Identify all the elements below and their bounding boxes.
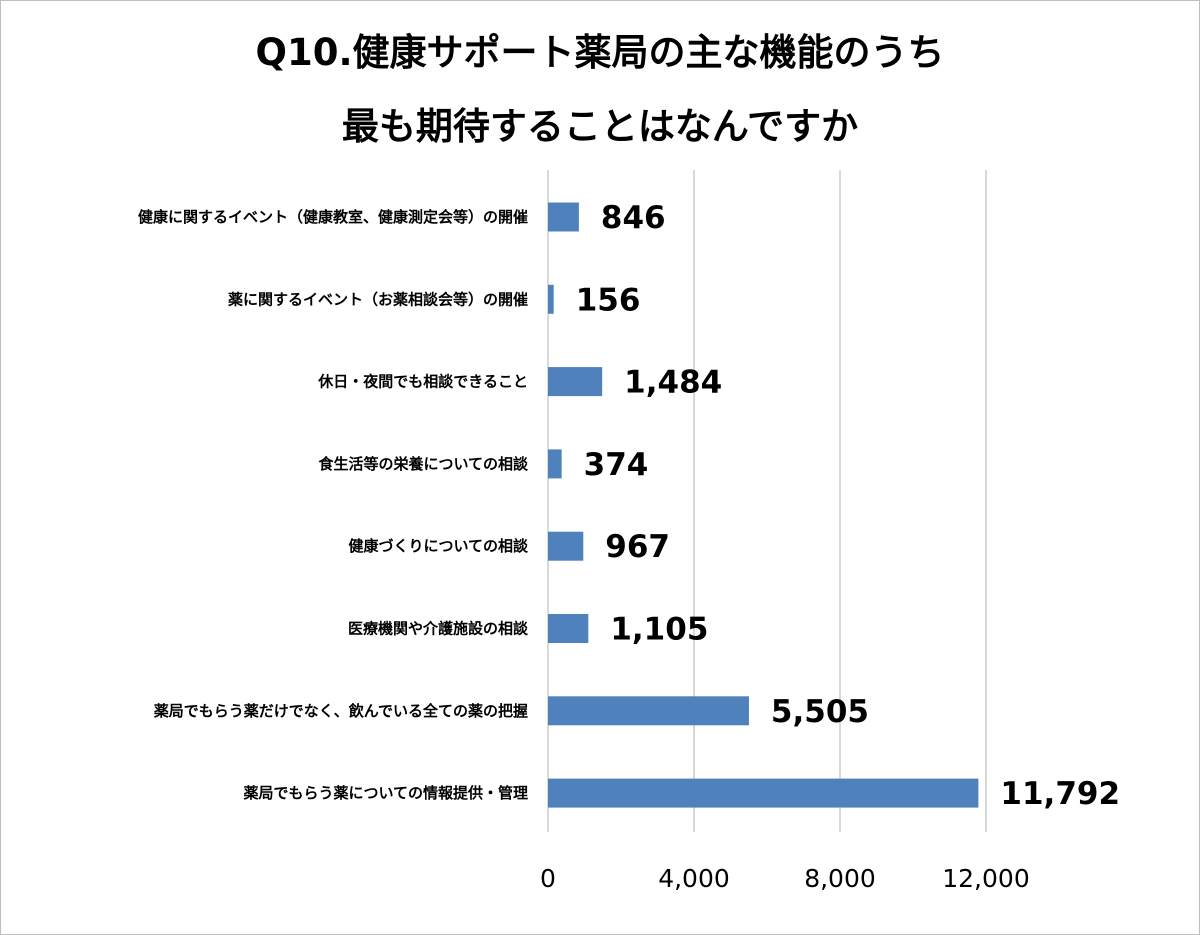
x-axis-tick-labels: 0 4,000 8,000 12,000 xyxy=(540,864,1030,893)
x-tick-label: 0 xyxy=(540,864,556,893)
category-label: 薬局でもらう薬だけでなく、飲んでいる全ての薬の把握 xyxy=(153,702,528,720)
bar xyxy=(548,778,979,808)
category-label: 休日・夜間でも相談できること xyxy=(317,373,528,391)
data-labels: 846 156 1,484 374 967 1,105 5,505 11,792 xyxy=(576,200,1120,812)
bar xyxy=(548,284,554,314)
chart-title-line-1: Q10.健康サポート薬局の主な機能のうち xyxy=(255,31,945,74)
category-label: 医療機関や介護施設の相談 xyxy=(348,620,529,638)
x-tick-label: 12,000 xyxy=(942,864,1029,893)
category-labels: 健康に関するイベント（健康教室、健康測定会等）の開催薬に関するイベント（お薬相談… xyxy=(138,208,529,802)
bar xyxy=(548,531,584,561)
gridlines xyxy=(547,170,987,832)
category-label: 薬局でもらう薬についての情報提供・管理 xyxy=(242,784,528,802)
data-label: 1,105 xyxy=(610,612,708,648)
category-label: 健康に関するイベント（健康教室、健康測定会等）の開催 xyxy=(138,208,528,226)
category-label: 食生活等の栄養についての相談 xyxy=(318,455,529,473)
data-label: 967 xyxy=(605,529,670,565)
category-label: 薬に関するイベント（お薬相談会等）の開催 xyxy=(227,290,528,308)
data-label: 846 xyxy=(601,200,666,236)
bar xyxy=(548,202,579,232)
bars xyxy=(548,202,979,808)
data-label: 11,792 xyxy=(1000,776,1120,812)
bar xyxy=(548,696,749,726)
data-label: 1,484 xyxy=(624,365,722,401)
bar xyxy=(548,614,589,643)
category-label: 健康づくりについての相談 xyxy=(348,537,529,555)
x-tick-label: 8,000 xyxy=(804,864,876,893)
chart-title-line-2: 最も期待することはなんですか xyxy=(341,105,859,148)
data-label: 156 xyxy=(576,282,641,318)
bar xyxy=(548,449,562,479)
x-tick-label: 4,000 xyxy=(658,864,730,893)
data-label: 374 xyxy=(584,447,649,483)
bar xyxy=(548,367,603,397)
data-label: 5,505 xyxy=(771,694,869,730)
